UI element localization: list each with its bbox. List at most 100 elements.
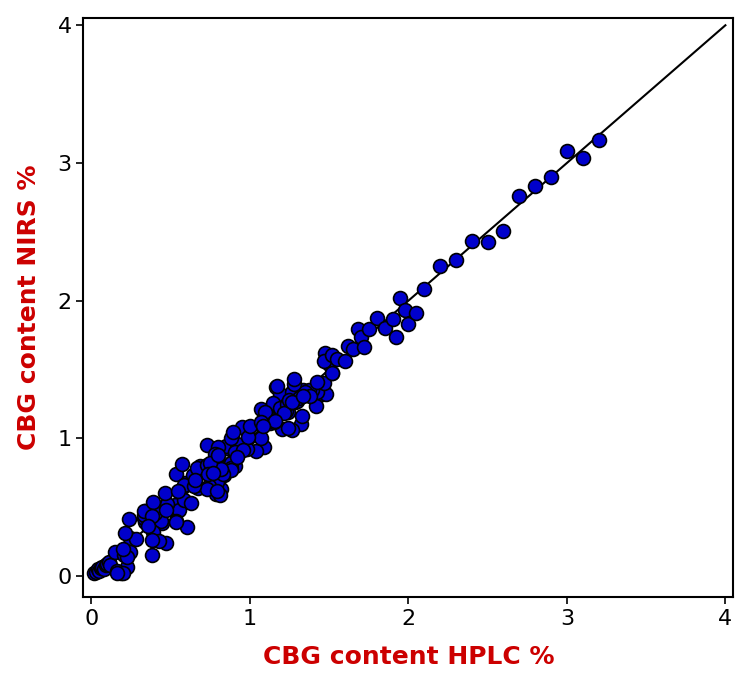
Point	[160, 538, 172, 549]
Point	[379, 322, 391, 333]
Point	[103, 557, 115, 568]
Point	[291, 395, 303, 406]
Point	[226, 464, 238, 475]
Point	[217, 469, 229, 480]
Point	[352, 324, 364, 335]
Point	[92, 564, 104, 575]
Point	[206, 476, 218, 487]
Point	[139, 516, 151, 527]
Point	[286, 425, 298, 436]
Point	[259, 407, 271, 418]
Point	[159, 488, 171, 499]
Point	[299, 387, 311, 398]
Point	[225, 462, 237, 473]
Point	[281, 398, 293, 409]
Point	[577, 153, 589, 164]
Point	[304, 384, 316, 395]
Point	[230, 447, 242, 458]
Point	[323, 359, 335, 370]
Point	[295, 418, 307, 429]
Point	[263, 418, 275, 429]
X-axis label: CBG content HPLC %: CBG content HPLC %	[262, 646, 554, 670]
Point	[231, 438, 243, 449]
Point	[339, 356, 351, 367]
Point	[326, 367, 338, 378]
Point	[220, 443, 232, 454]
Point	[358, 342, 370, 353]
Point	[545, 172, 557, 182]
Point	[176, 458, 188, 469]
Point	[592, 134, 604, 145]
Point	[355, 331, 367, 342]
Point	[146, 496, 158, 507]
Y-axis label: CBG content NIRS %: CBG content NIRS %	[16, 165, 40, 451]
Point	[146, 510, 158, 521]
Point	[287, 389, 299, 400]
Point	[149, 508, 161, 519]
Point	[157, 517, 169, 528]
Point	[137, 509, 149, 520]
Point	[93, 565, 105, 576]
Point	[115, 568, 127, 579]
Point	[124, 532, 136, 543]
Point	[304, 391, 316, 402]
Point	[116, 568, 128, 579]
Point	[209, 448, 220, 459]
Point	[410, 308, 422, 319]
Point	[390, 331, 402, 342]
Point	[316, 388, 328, 399]
Point	[260, 411, 272, 422]
Point	[209, 460, 221, 471]
Point	[211, 442, 223, 453]
Point	[283, 394, 295, 405]
Point	[319, 348, 331, 359]
Point	[119, 528, 131, 539]
Point	[170, 469, 182, 480]
Point	[138, 512, 150, 523]
Point	[154, 515, 166, 526]
Point	[244, 421, 256, 432]
Point	[178, 478, 190, 489]
Point	[241, 444, 253, 455]
Point	[88, 568, 101, 579]
Point	[126, 535, 138, 546]
Point	[321, 350, 333, 361]
Point	[201, 484, 213, 495]
Point	[97, 561, 109, 572]
Point	[207, 468, 219, 479]
Point	[110, 547, 122, 558]
Point	[142, 514, 154, 525]
Point	[310, 386, 322, 397]
Point	[261, 409, 273, 420]
Point	[130, 534, 142, 545]
Point	[111, 566, 123, 577]
Point	[190, 480, 202, 490]
Point	[204, 458, 216, 469]
Point	[225, 458, 237, 469]
Point	[172, 486, 184, 497]
Point	[202, 480, 214, 491]
Point	[311, 381, 323, 392]
Point	[255, 432, 267, 443]
Point	[282, 422, 294, 433]
Point	[317, 355, 329, 366]
Point	[399, 305, 411, 316]
Point	[326, 368, 338, 379]
Point	[209, 488, 221, 499]
Point	[250, 445, 262, 456]
Point	[123, 514, 135, 525]
Point	[189, 474, 201, 485]
Point	[173, 505, 185, 516]
Point	[276, 424, 288, 435]
Point	[363, 323, 375, 334]
Point	[218, 469, 230, 480]
Point	[561, 145, 573, 156]
Point	[161, 498, 173, 509]
Point	[310, 377, 322, 388]
Point	[394, 292, 406, 303]
Point	[326, 350, 338, 361]
Point	[450, 255, 462, 265]
Point	[227, 426, 239, 437]
Point	[386, 314, 398, 324]
Point	[188, 469, 200, 480]
